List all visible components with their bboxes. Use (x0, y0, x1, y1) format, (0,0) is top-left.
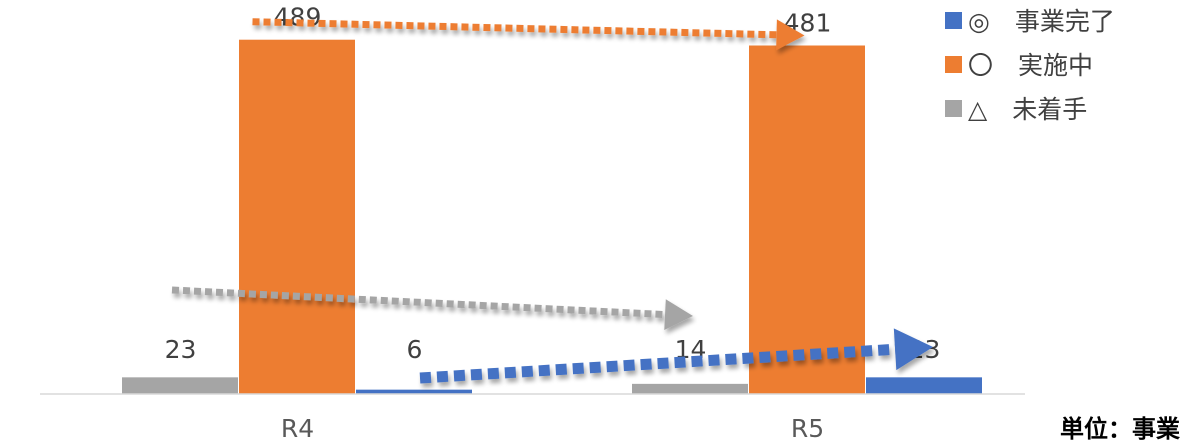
category-label-R4: R4 (281, 414, 314, 443)
legend-label-blue: ◎ 事業完了 (968, 7, 1115, 36)
bars-layer (122, 39, 982, 395)
trend-arrow-gray-head (664, 299, 693, 330)
trend-arrow-blue (419, 328, 933, 384)
category-label-R5: R5 (791, 414, 824, 443)
trend-arrow-blue-head (893, 328, 933, 371)
bar-gray-R5 (632, 383, 748, 394)
trend-arrow-orange-line (252, 18, 788, 39)
bar-blue-R4 (356, 389, 472, 394)
legend-swatch-gray (945, 100, 962, 117)
trend-arrow-orange-head (776, 19, 805, 51)
trend-arrow-gray (171, 286, 693, 330)
bar-blue-R5 (866, 377, 982, 394)
legend-label-orange: 〇 実施中 (968, 51, 1093, 80)
category-labels: R4 R5 (281, 414, 824, 443)
data-label-gray-R4: 23 (165, 335, 197, 364)
trend-arrows (171, 18, 933, 384)
data-label-blue-R4: 6 (407, 335, 423, 364)
trend-arrow-orange (252, 18, 805, 51)
trend-arrow-gray-line (171, 286, 677, 319)
data-label-orange-R4: 489 (274, 3, 322, 32)
bar-orange-R5 (749, 45, 865, 394)
legend-swatch-orange (945, 56, 962, 73)
legend-swatch-blue (945, 12, 962, 29)
bar-gray-R4 (122, 377, 238, 394)
bar-orange-R4 (239, 39, 355, 395)
unit-label: 単位：事業 (1060, 415, 1180, 443)
trend-arrow-blue-line (419, 342, 911, 384)
legend-label-gray: △ 未着手 (968, 95, 1087, 124)
